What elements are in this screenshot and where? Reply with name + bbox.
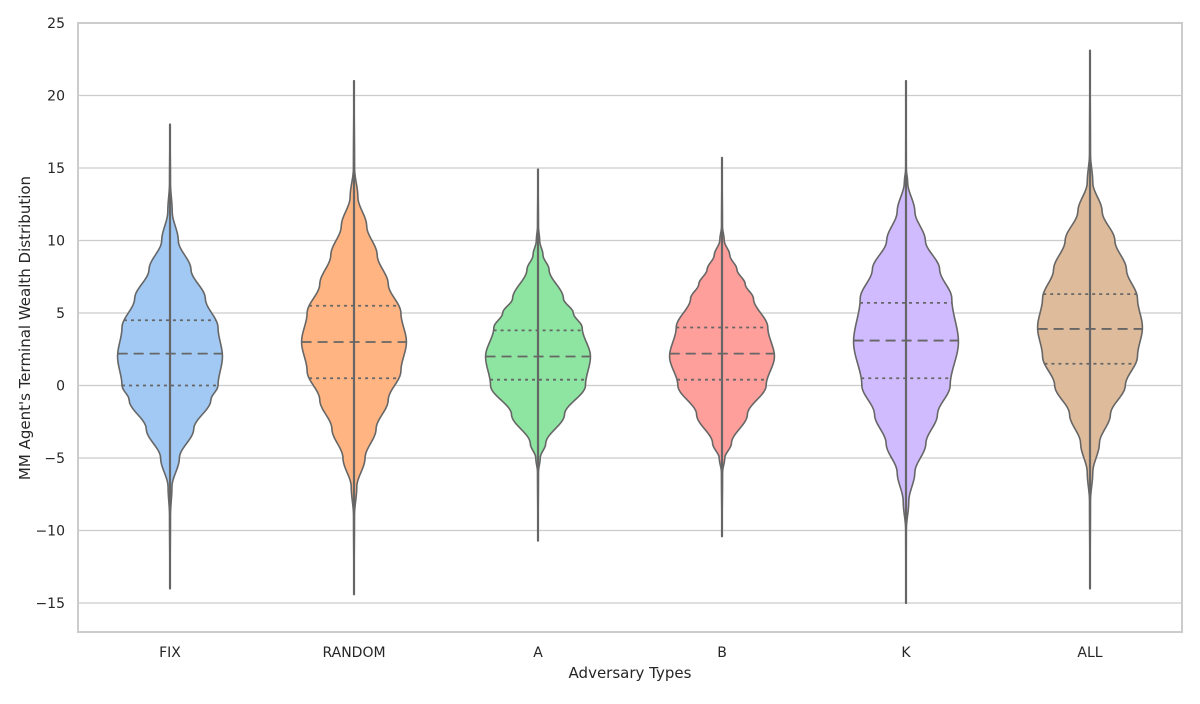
y-tick-labels: −15 −10 −5 0 5 10 15 20 25 <box>35 16 65 612</box>
y-tick-label: 5 <box>56 306 65 322</box>
y-tick-label: 20 <box>47 89 65 105</box>
violin-layer <box>116 49 1144 605</box>
violin-k <box>852 79 960 605</box>
plot-frame <box>77 22 1183 633</box>
x-tick-labels: FIX RANDOM A B K ALL <box>159 645 1103 661</box>
violin-random <box>300 79 408 596</box>
grid-layer <box>78 22 1182 604</box>
y-tick-label: 0 <box>56 379 65 395</box>
x-axis-label: Adversary Types <box>569 664 692 682</box>
y-tick-label: −15 <box>35 596 65 612</box>
x-tick-label: K <box>901 645 911 661</box>
violin-all <box>1036 49 1144 590</box>
y-tick-label: −5 <box>44 451 65 467</box>
x-tick-label: A <box>533 645 543 661</box>
violin-fix <box>116 123 224 590</box>
y-tick-label: 25 <box>47 16 65 32</box>
violin-b <box>668 156 776 538</box>
x-tick-label: B <box>717 645 727 661</box>
x-tick-label: RANDOM <box>322 645 385 661</box>
y-axis-label: MM Agent's Terminal Wealth Distribution <box>16 176 34 480</box>
x-tick-label: ALL <box>1077 645 1102 661</box>
violin-a <box>484 168 592 542</box>
y-tick-label: −10 <box>35 524 65 540</box>
x-tick-label: FIX <box>159 645 181 661</box>
y-tick-label: 15 <box>47 161 65 177</box>
y-tick-label: 10 <box>47 234 65 250</box>
